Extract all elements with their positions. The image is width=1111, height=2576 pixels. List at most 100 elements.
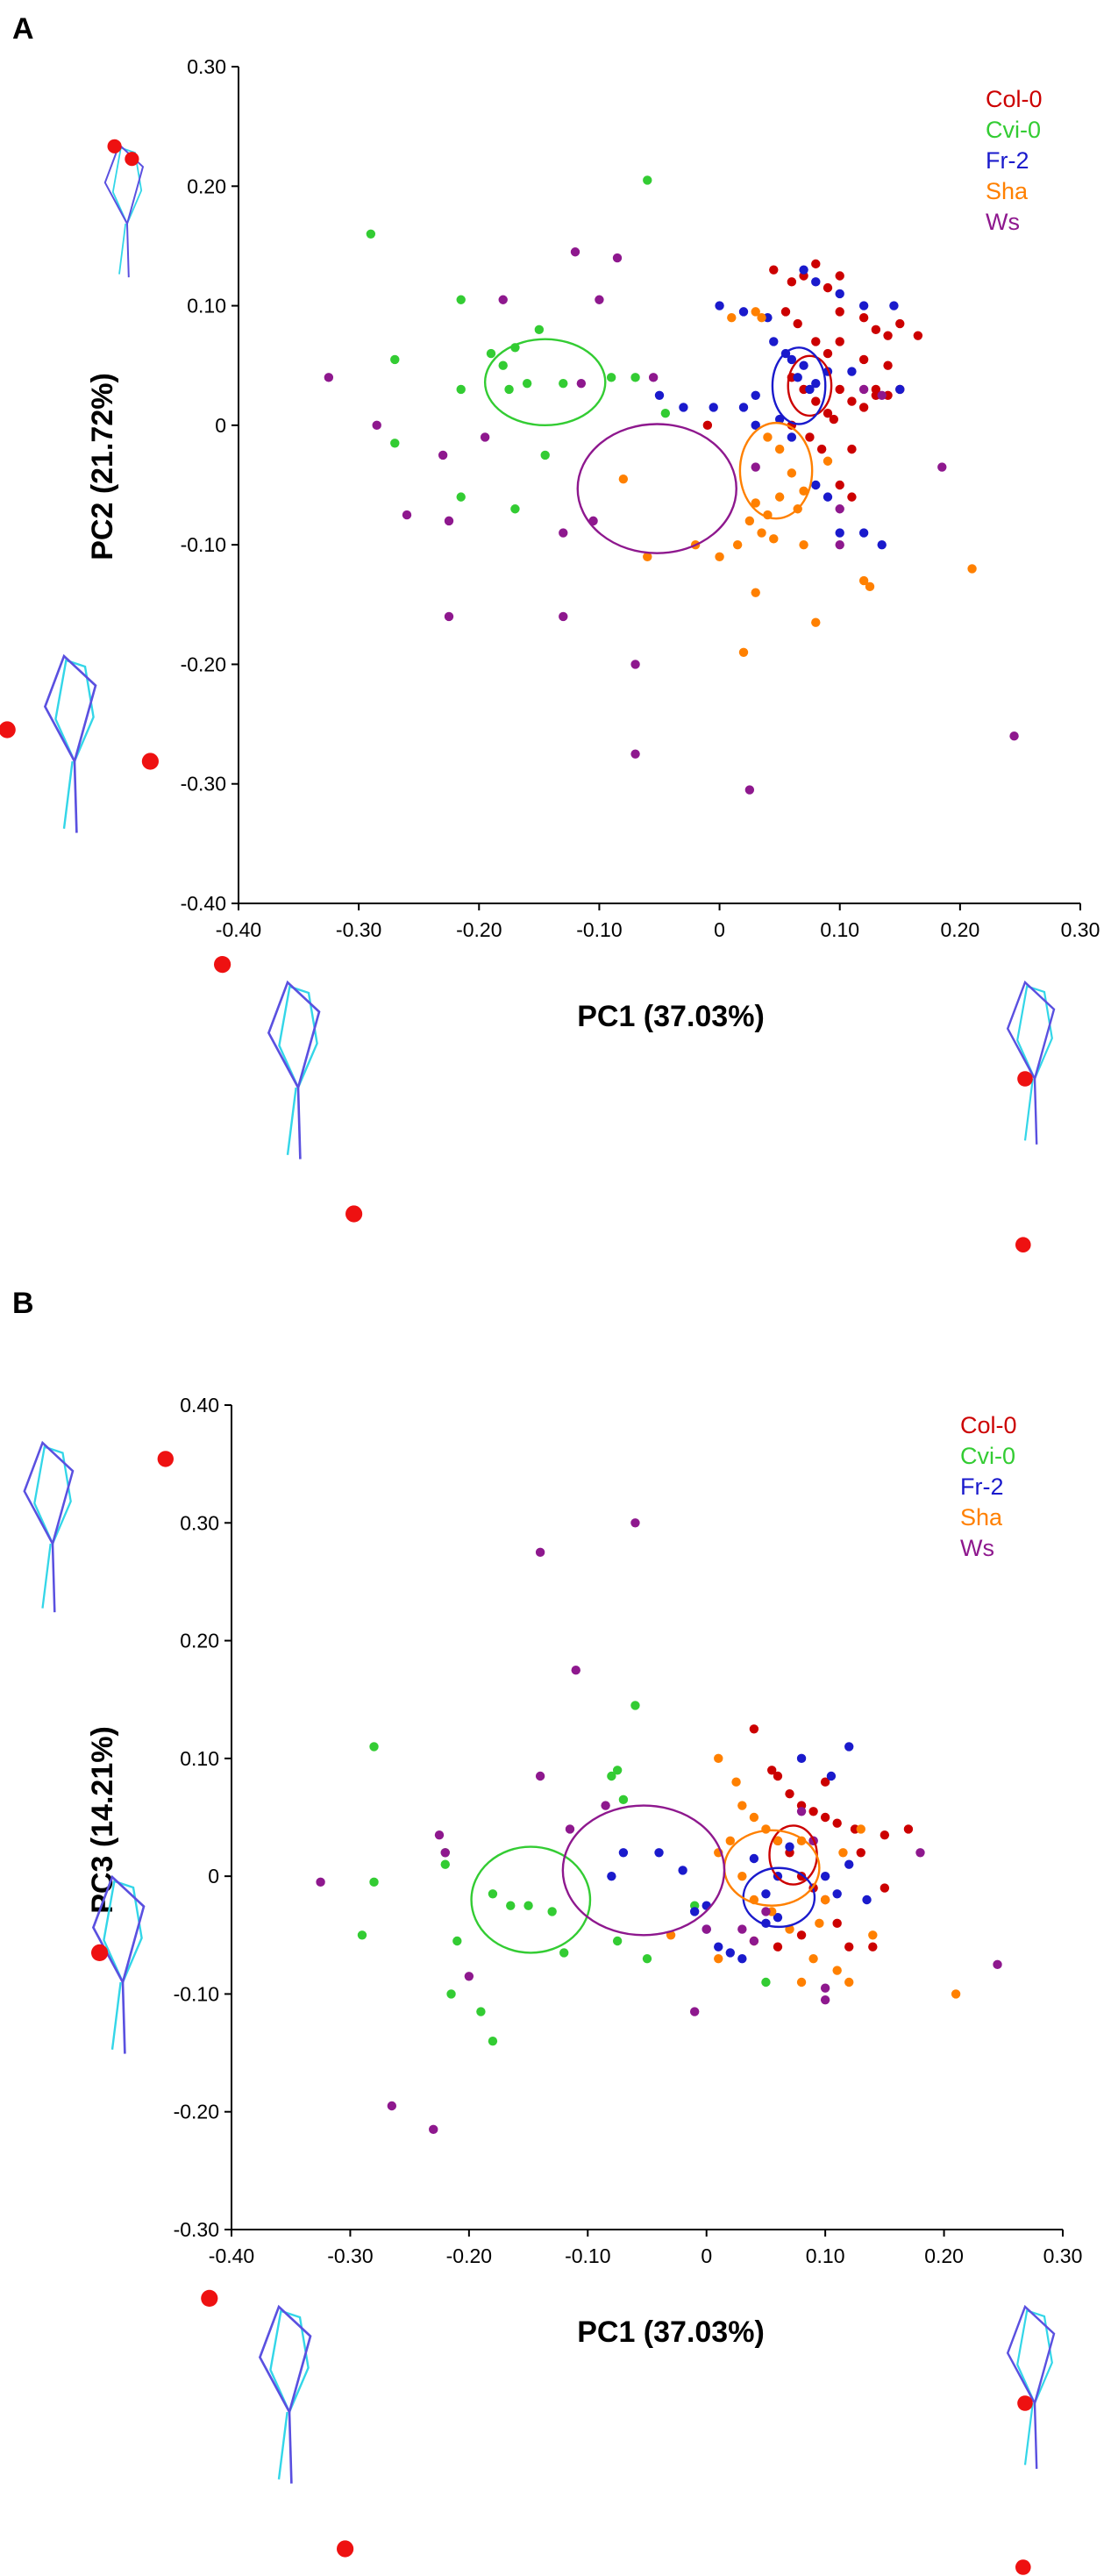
point-cvi-0 [440,1859,450,1869]
point-sha [967,564,977,574]
x-tick-label: 0 [701,2244,712,2267]
point-ws [915,1848,925,1858]
point-ws [737,1924,747,1934]
x-tick-label: -0.10 [565,2244,610,2267]
point-fr-2 [799,265,808,275]
point-col-0 [796,1930,807,1940]
point-cvi-0 [456,295,466,304]
point-cvi-0 [761,1977,771,1987]
x-tick-label: -0.40 [209,2244,254,2267]
point-col-0 [820,1777,830,1787]
landmark-dot [345,1205,363,1223]
x-tick-label: -0.30 [336,918,381,941]
point-col-0 [811,396,821,406]
point-ws [937,462,947,472]
y-tick-label: 0.40 [180,1394,219,1416]
point-fr-2 [761,1889,771,1899]
y-tick-label: -0.20 [174,2101,219,2123]
point-cvi-0 [488,1889,498,1899]
landmark-dot [201,2289,218,2307]
point-cvi-0 [612,1936,623,1946]
point-ws [559,611,568,622]
point-ws [372,420,381,431]
point-col-0 [805,432,815,442]
point-cvi-0 [357,1930,367,1940]
point-ws [858,384,869,395]
x-tick-label: 0.30 [1061,918,1100,941]
point-cvi-0 [390,439,400,448]
point-cvi-0 [369,1877,379,1887]
point-sha [751,307,760,317]
point-cvi-0 [452,1936,462,1946]
landmark-dot [1017,2395,1033,2411]
y-tick-label: 0.10 [180,1747,219,1770]
landmark-dot [107,139,122,153]
point-sha [751,588,760,597]
point-col-0 [793,318,802,329]
legend-sha: Sha [960,1504,1003,1531]
point-ws [570,247,580,257]
y-tick-label: -0.10 [181,533,226,556]
point-col-0 [858,354,869,365]
y-tick-label: -0.30 [174,2218,219,2241]
point-sha [832,1966,842,1975]
point-fr-2 [654,390,665,400]
point-sha [856,1824,865,1834]
point-fr-2 [858,301,869,310]
x-tick-label: 0.20 [924,2244,964,2267]
point-cvi-0 [606,373,616,382]
point-ws [820,1983,830,1993]
point-ws [630,1518,640,1528]
point-fr-2 [749,1853,759,1864]
x-tick-label: -0.10 [576,918,622,941]
x-tick-label: 0.30 [1043,2244,1083,2267]
point-ws [565,1824,575,1834]
point-fr-2 [607,1871,616,1881]
point-ws [559,528,568,538]
shape-glyph-a-bottom-right [1008,982,1054,1252]
point-sha [858,575,869,586]
point-fr-2 [862,1895,872,1905]
point-fr-2 [751,420,760,431]
landmark-dot [337,2540,354,2558]
x-tick-label: 0 [714,918,725,941]
point-ws [630,660,640,669]
point-ws [761,1907,771,1916]
point-fr-2 [738,307,749,317]
point-col-0 [832,1818,842,1828]
point-cvi-0 [369,1742,379,1752]
legend-ws: Ws [960,1535,994,1561]
landmark-dot [0,721,16,739]
point-fr-2 [678,1866,687,1875]
point-sha [865,582,875,592]
point-sha [773,1836,783,1846]
point-fr-2 [895,384,905,395]
point-cvi-0 [476,2007,486,2016]
point-fr-2 [774,414,785,425]
point-fr-2 [679,403,688,412]
x-tick-label: -0.40 [216,918,261,941]
panel-b-legend: Col-0 Cvi-0 Fr-2 Sha Ws [960,1412,1017,1561]
point-fr-2 [844,1859,854,1869]
point-fr-2 [858,528,869,538]
point-fr-2 [820,1871,830,1881]
point-fr-2 [811,378,821,389]
point-cvi-0 [522,378,532,389]
point-fr-2 [787,432,797,442]
confidence-ellipse-col-0 [787,354,833,417]
point-col-0 [913,331,923,340]
point-ws [820,1994,830,2005]
panel-a-label: A [12,12,34,46]
shape-glyph-a-top-left [104,139,143,278]
point-ws [630,749,640,759]
point-col-0 [847,396,857,406]
point-fr-2 [835,528,844,538]
point-ws [464,1972,474,1981]
point-col-0 [883,360,893,370]
point-sha [732,539,743,550]
point-col-0 [829,414,839,425]
y-tick-label: 0.20 [187,175,226,197]
point-fr-2 [654,1848,664,1858]
point-col-0 [823,409,833,418]
